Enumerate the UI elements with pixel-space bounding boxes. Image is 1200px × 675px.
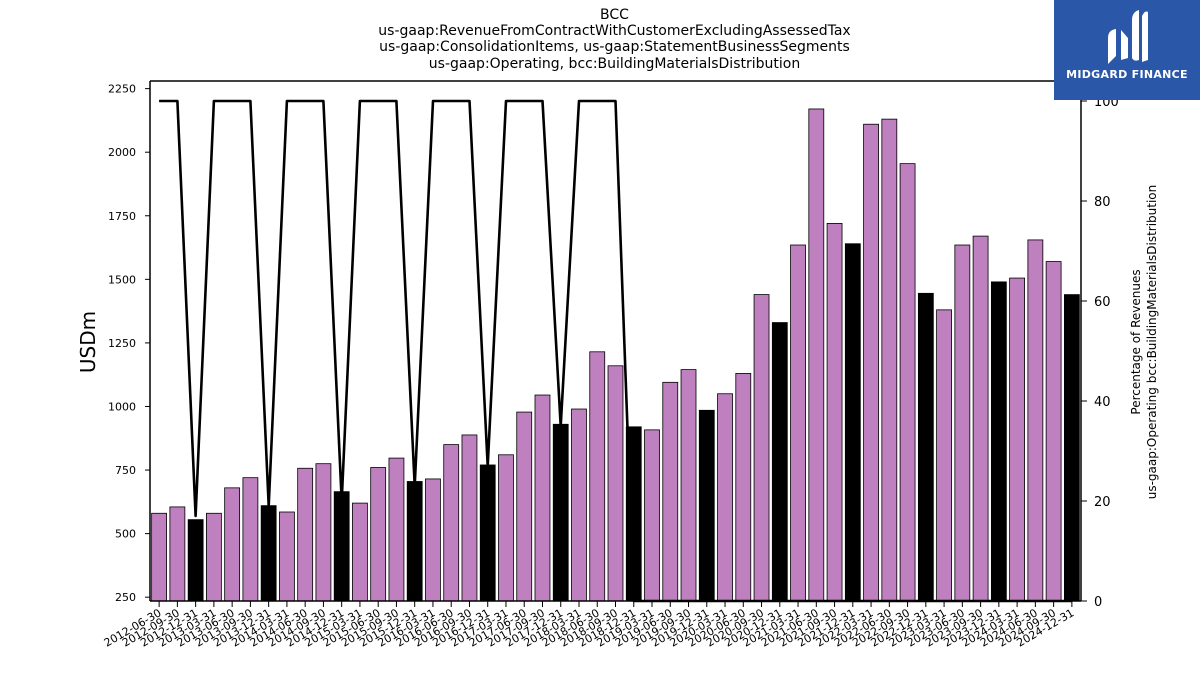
chart-title-line-4: us-gaap:Operating, bcc:BuildingMaterials… [428, 56, 801, 72]
y-axis-label: USDm [76, 311, 100, 373]
bar-2015-12-31 [406, 481, 423, 602]
y-tick-label: 1000 [108, 400, 136, 413]
bar-2014-06-30 [297, 467, 314, 602]
y-tick-label: 750 [115, 464, 136, 477]
bar-2017-03-31 [498, 454, 514, 602]
bar-2013-06-30 [224, 487, 241, 602]
y-tick-label: 1250 [108, 337, 136, 350]
chart-title-line-2: us-gaap:RevenueFromContractWithCustomerE… [378, 23, 851, 39]
bar-2019-12-31 [698, 409, 715, 602]
bar-2018-06-30 [589, 351, 606, 602]
bar-2017-09-30 [534, 394, 551, 602]
bar-2021-06-30 [808, 108, 825, 602]
bar-2019-09-30 [680, 369, 697, 602]
bar-2016-09-30 [461, 434, 478, 602]
bar-2020-03-31 [717, 393, 733, 602]
bar-2022-03-31 [863, 123, 879, 602]
bar-2012-09-30 [169, 506, 186, 602]
chart-title-line-1: BCC [600, 7, 629, 23]
y2-tick-label: 60 [1094, 295, 1111, 310]
logo-mark-icon [1108, 10, 1148, 64]
bar-2021-12-31 [844, 243, 861, 602]
y2-axis-label-line-1: Percentage of Revenues [1129, 269, 1143, 414]
bar-2013-03-31 [206, 512, 222, 602]
bar-2019-06-30 [662, 381, 679, 602]
bar-2024-03-31 [1009, 277, 1025, 602]
bar-2024-12-31 [1063, 294, 1080, 602]
bar-2014-12-31 [333, 491, 350, 602]
bar-2013-12-31 [260, 505, 277, 602]
bar-2020-06-30 [735, 373, 752, 602]
bar-2021-03-31 [790, 244, 806, 602]
midgard-finance-logo: MIDGARD FINANCE [1054, 0, 1200, 100]
bar-2015-03-31 [352, 502, 368, 602]
bar-2014-09-30 [315, 463, 332, 602]
chart-title-line-3: us-gaap:ConsolidationItems, us-gaap:Stat… [379, 39, 850, 55]
bar-2015-09-30 [388, 457, 405, 602]
bar-2023-06-30 [954, 244, 971, 602]
y-tick-label: 2000 [108, 146, 136, 159]
bar-2016-06-30 [443, 444, 460, 602]
bar-2020-09-30 [753, 294, 770, 602]
bar-2022-09-30 [899, 163, 916, 602]
bar-2020-12-31 [771, 322, 788, 602]
bar-2017-12-31 [552, 423, 569, 602]
y2-axis-label-line-2: us-gaap:Operating bcc:BuildingMaterialsD… [1145, 185, 1159, 500]
y-tick-label: 500 [115, 528, 136, 541]
bar-2016-03-31 [425, 478, 441, 602]
bar-2024-06-30 [1027, 239, 1044, 602]
bar-2012-06-30 [151, 512, 168, 602]
bar-2023-12-31 [990, 281, 1007, 602]
bar-2018-09-30 [607, 365, 624, 602]
y2-tick-label: 20 [1094, 495, 1111, 510]
bar-2019-03-31 [644, 429, 660, 602]
y-tick-label: 1500 [108, 273, 136, 286]
y-tick-label: 250 [115, 591, 136, 604]
bar-2021-09-30 [826, 222, 843, 602]
y2-tick-label: 80 [1094, 195, 1111, 210]
y-tick-label: 2250 [108, 83, 136, 96]
bar-2022-12-31 [917, 292, 934, 602]
bar-2022-06-30 [881, 118, 898, 602]
bar-2024-09-30 [1045, 261, 1062, 602]
y2-tick-label: 0 [1094, 595, 1102, 610]
bar-2018-03-31 [571, 408, 587, 602]
bar-2017-06-30 [516, 411, 533, 602]
y-tick-label: 1750 [108, 210, 136, 223]
bar-2012-12-31 [187, 519, 204, 602]
bar-2016-12-31 [479, 464, 496, 602]
bar-2015-06-30 [370, 467, 387, 602]
bar-2023-09-30 [972, 235, 989, 602]
bar-2023-03-31 [936, 309, 952, 602]
logo-text: MIDGARD FINANCE [1066, 68, 1188, 81]
bar-2013-09-30 [242, 477, 259, 602]
y2-tick-label: 40 [1094, 395, 1111, 410]
bar-2014-03-31 [279, 511, 295, 602]
